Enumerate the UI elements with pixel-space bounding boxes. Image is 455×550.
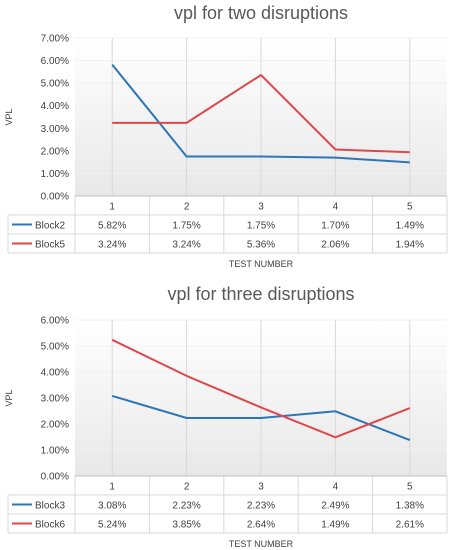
legend-label: Block5 [35, 240, 65, 251]
data-label: 1.49% [321, 520, 349, 531]
data-label: 1.75% [247, 221, 275, 232]
data-label: 5.24% [98, 520, 126, 531]
x-axis-label: TEST NUMBER [229, 539, 294, 549]
x-tick-label: 4 [333, 202, 339, 213]
y-tick-label: 3.00% [41, 124, 69, 135]
x-tick-label: 3 [258, 482, 264, 493]
data-label: 3.08% [98, 501, 126, 512]
legend-label: Block6 [35, 520, 65, 531]
y-tick-label: 4.00% [41, 368, 69, 379]
y-tick-label: 5.00% [41, 79, 69, 90]
legend-label: Block3 [35, 501, 65, 512]
y-tick-label: 1.00% [41, 446, 69, 457]
data-label: 2.49% [321, 501, 349, 512]
y-axis-label: VPL [4, 389, 14, 406]
chart-title: vpl for three disruptions [167, 284, 354, 304]
x-tick-label: 2 [184, 482, 190, 493]
x-tick-label: 4 [333, 482, 339, 493]
chart-title: vpl for two disruptions [174, 3, 348, 23]
chart-svg-three-disruptions: vpl for three disruptions 0.00% 1.00% 2.00%… [4, 284, 448, 549]
data-label: 5.82% [98, 221, 126, 232]
x-tick-label: 1 [109, 202, 115, 213]
data-label: 5.36% [247, 240, 275, 251]
series-line-block3 [111, 394, 411, 442]
data-label: 1.70% [321, 221, 349, 232]
series-line-block5 [112, 73, 410, 154]
data-label: 2.61% [396, 520, 424, 531]
data-label: 1.75% [172, 221, 200, 232]
y-tick-label: 4.00% [41, 101, 69, 112]
data-label: 2.23% [172, 501, 200, 512]
data-label: 1.94% [396, 240, 424, 251]
x-tick-label: 5 [407, 202, 413, 213]
chart-two-disruptions: vpl for two disruptions 0.00% 1.00% 2.00% 3.… [0, 0, 455, 272]
data-label: 1.49% [396, 221, 424, 232]
x-tick-label: 2 [184, 202, 190, 213]
y-tick-label: 5.00% [41, 342, 69, 353]
series-line-block2 [111, 63, 410, 164]
data-label: 3.24% [98, 240, 126, 251]
chart-three-disruptions: vpl for three disruptions 0.00% 1.00% 2.00%… [0, 278, 455, 550]
x-axis-label: TEST NUMBER [229, 259, 294, 269]
y-tick-label: 0.00% [41, 192, 69, 203]
legend-label: Block2 [35, 221, 65, 232]
x-tick-label: 3 [258, 202, 264, 213]
data-label: 2.64% [247, 520, 275, 531]
y-tick-label: 1.00% [41, 169, 69, 180]
y-tick-label: 3.00% [41, 394, 69, 405]
y-tick-label: 2.00% [41, 146, 69, 157]
data-label: 2.06% [321, 240, 349, 251]
y-axis-label: VPL [4, 108, 14, 125]
y-tick-label: 7.00% [41, 34, 69, 45]
chart-svg-two-disruptions: vpl for two disruptions 0.00% 1.00% 2.00% 3.… [4, 3, 448, 269]
data-label: 3.85% [172, 520, 200, 531]
y-tick-label: 0.00% [41, 472, 69, 483]
series-line-block6 [111, 338, 411, 439]
y-tick-label: 6.00% [41, 56, 69, 67]
data-label: 1.38% [396, 501, 424, 512]
y-tick-label: 2.00% [41, 420, 69, 431]
y-tick-label: 6.00% [41, 316, 69, 327]
x-tick-label: 5 [407, 482, 413, 493]
data-label: 2.23% [247, 501, 275, 512]
x-tick-label: 1 [109, 482, 115, 493]
data-label: 3.24% [172, 240, 200, 251]
